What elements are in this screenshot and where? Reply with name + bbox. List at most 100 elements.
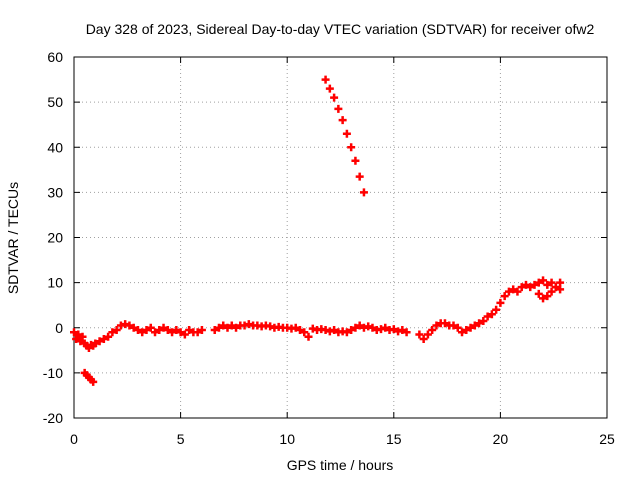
y-tick-label: 60 [47,49,63,65]
data-point-main [377,325,386,334]
data-point-main [394,327,403,336]
data-point-main [513,287,522,296]
data-point-dip [534,289,543,298]
data-point-main [342,328,351,337]
data-point-main [185,326,194,335]
data-point-main [70,328,78,337]
data-point-main [500,292,509,301]
data-point-main [423,330,432,339]
data-point-main [163,326,172,335]
data-point-high-arc [321,75,330,84]
data-point-main [91,339,100,348]
x-tick-label: 10 [279,431,295,447]
data-point-main [295,326,304,335]
data-point-main [492,305,501,314]
data-point-main [244,320,253,329]
data-point-main [76,337,85,346]
y-tick-label: 20 [47,230,63,246]
data-point-main [321,326,330,335]
x-tick-label: 20 [493,431,509,447]
data-point-main [304,332,313,341]
data-point-high-arc [342,129,351,138]
data-point-main [466,323,475,332]
data-point-main [504,287,513,296]
data-point-high-arc [355,172,364,181]
data-point-main [530,280,539,289]
data-point-high-arc [334,104,343,113]
data-point-main [368,323,377,332]
data-point-short-arc [89,377,98,386]
data-point-main [398,326,407,335]
data-point-main [364,322,373,331]
data-point-main [180,330,189,339]
data-point-main [483,312,492,321]
x-tick-label: 25 [599,431,615,447]
data-point-main [108,328,117,337]
data-point-main [176,328,185,337]
data-point-dip [539,294,548,303]
data-point-main [129,323,138,332]
data-points [70,75,565,386]
data-point-main [99,335,108,344]
x-tick-label: 15 [386,431,402,447]
data-point-main [526,283,535,292]
data-point-dip [551,283,560,292]
data-point-main [415,330,424,339]
data-point-main [168,328,177,337]
data-point-main [133,326,142,335]
data-point-main [138,328,147,337]
data-point-high-arc [330,93,339,102]
data-point-dip [547,287,556,296]
data-point-main [470,321,479,330]
data-point-main [172,326,181,335]
data-point-main [78,332,87,341]
data-point-main [556,285,565,294]
x-axis-title: GPS time / hours [287,457,394,473]
data-point-main [72,335,81,344]
data-point-main [291,323,300,332]
data-point-main [210,326,219,335]
data-point-main [266,322,275,331]
data-point-main [308,324,317,333]
data-point-high-arc [359,188,368,197]
data-point-main [479,316,488,325]
data-point-main [381,323,390,332]
data-point-main [534,278,543,287]
data-point-main [547,278,556,287]
y-tick-label: 10 [47,275,63,291]
data-point-main [74,330,83,339]
data-point-main [223,323,232,332]
data-point-main [193,328,202,337]
data-point-high-arc [338,116,347,125]
x-tick-label: 0 [70,431,78,447]
data-point-main [104,332,113,341]
data-point-high-arc [347,143,356,152]
y-tick-label: -20 [43,410,63,426]
data-point-main [475,319,484,328]
data-point-main [219,321,228,330]
data-point-main [440,319,449,328]
data-point-main [159,323,168,332]
data-point-main [449,321,458,330]
data-point-main [543,280,552,289]
y-tick-label: 40 [47,139,63,155]
data-point-main [116,321,125,330]
data-point-main [453,323,462,332]
data-point-main [347,326,356,335]
data-point-main [95,337,104,346]
y-tick-label: 50 [47,94,63,110]
data-point-main [146,323,155,332]
data-point-main [214,323,223,332]
data-point-main [142,326,151,335]
data-point-main [355,321,364,330]
y-tick-label: 30 [47,184,63,200]
y-axis-title: SDTVAR / TECUs [5,182,21,294]
data-point-main [496,298,505,307]
data-point-main [351,323,360,332]
data-point-main [300,328,309,337]
y-tick-label: -10 [43,365,63,381]
data-point-dip [556,278,565,287]
data-point-high-arc [325,84,334,93]
